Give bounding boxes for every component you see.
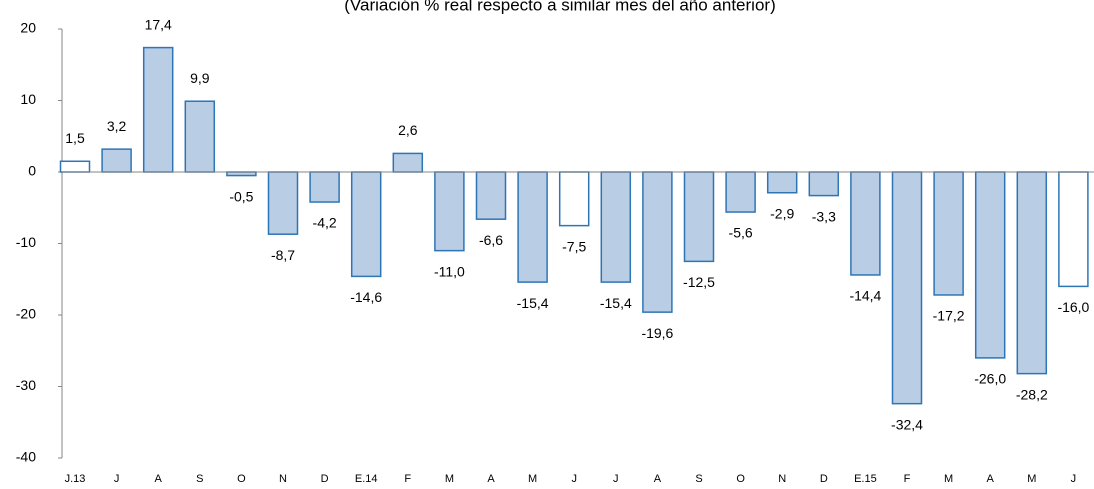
value-label: -4,2 [313, 215, 337, 231]
value-label: -11,0 [434, 263, 465, 279]
value-label: -15,4 [517, 295, 549, 311]
value-label: -12,5 [683, 274, 715, 290]
y-tick-label: -30 [16, 377, 36, 393]
value-label: -19,6 [641, 325, 673, 341]
value-label: -7,5 [562, 238, 586, 254]
bar [475, 171, 507, 220]
bar [184, 100, 216, 173]
value-label: -8,7 [271, 247, 295, 263]
value-label: -14,6 [350, 289, 382, 305]
bar [558, 171, 590, 227]
bar [392, 152, 424, 173]
bar [59, 160, 91, 173]
x-tick-label: E.15 [854, 473, 877, 485]
bar [142, 46, 174, 173]
bar [891, 171, 923, 405]
y-tick-label: 10 [20, 91, 36, 107]
bar [226, 171, 257, 177]
x-tick-label: O [237, 473, 246, 485]
value-label: -5,6 [729, 225, 753, 241]
bar [850, 171, 881, 276]
chart-subtitle: (Variación % real respecto a similar mes… [344, 0, 775, 14]
bar [517, 171, 548, 283]
bar [309, 171, 340, 203]
bar [600, 171, 632, 283]
x-tick-label: F [404, 473, 411, 485]
bar [642, 171, 673, 313]
x-tick-label: O [736, 473, 745, 485]
y-tick-label: 20 [20, 20, 36, 36]
value-label: -32,4 [891, 416, 923, 432]
value-label: -14,4 [849, 288, 881, 304]
x-tick-label: J [1071, 473, 1077, 485]
x-tick-label: D [820, 473, 828, 485]
x-tick-label: J [613, 473, 619, 485]
value-label: -17,2 [933, 308, 965, 324]
y-tick-label: -40 [16, 449, 36, 465]
x-tick-label: M [944, 473, 953, 485]
bar [1016, 171, 1048, 375]
x-tick-label: M [1027, 473, 1036, 485]
y-tick-label: 0 [28, 163, 36, 179]
value-label: 3,2 [107, 118, 127, 134]
value-label: -0,5 [229, 188, 253, 204]
x-tick-label: M [528, 473, 537, 485]
value-label: -16,0 [1057, 299, 1089, 315]
x-tick-label: J [571, 473, 577, 485]
bar [933, 171, 964, 296]
x-tick-label: E.14 [355, 473, 378, 485]
value-label: -3,3 [812, 208, 836, 224]
bar [683, 171, 715, 263]
value-label: 9,9 [190, 70, 210, 86]
x-tick-label: F [904, 473, 911, 485]
bar [808, 171, 840, 197]
x-tick-label: J.13 [65, 473, 86, 485]
x-tick-label: M [445, 473, 454, 485]
bar [101, 148, 132, 173]
bar [1058, 171, 1089, 288]
x-tick-label: J [114, 473, 120, 485]
value-label: -2,9 [770, 205, 794, 221]
x-tick-label: N [279, 473, 287, 485]
value-label: -6,6 [479, 232, 503, 248]
bar [725, 171, 756, 213]
bar [434, 171, 465, 252]
value-label: -15,4 [600, 295, 632, 311]
x-tick-label: S [196, 473, 203, 485]
bar [350, 171, 382, 278]
x-tick-label: A [654, 473, 662, 485]
x-tick-label: S [695, 473, 702, 485]
bar [267, 171, 299, 235]
value-label: -26,0 [974, 371, 1006, 387]
x-tick-label: A [155, 473, 163, 485]
value-label: 17,4 [145, 16, 172, 32]
x-tick-label: A [487, 473, 495, 485]
value-label: -28,2 [1016, 386, 1048, 402]
value-label: 2,6 [398, 122, 418, 138]
x-tick-label: D [321, 473, 329, 485]
value-label: 1,5 [65, 130, 85, 146]
x-tick-label: N [778, 473, 786, 485]
bar [766, 171, 798, 194]
y-tick-label: -10 [16, 234, 36, 250]
bar [974, 171, 1006, 359]
y-tick-label: -20 [16, 306, 36, 322]
x-tick-label: A [987, 473, 995, 485]
